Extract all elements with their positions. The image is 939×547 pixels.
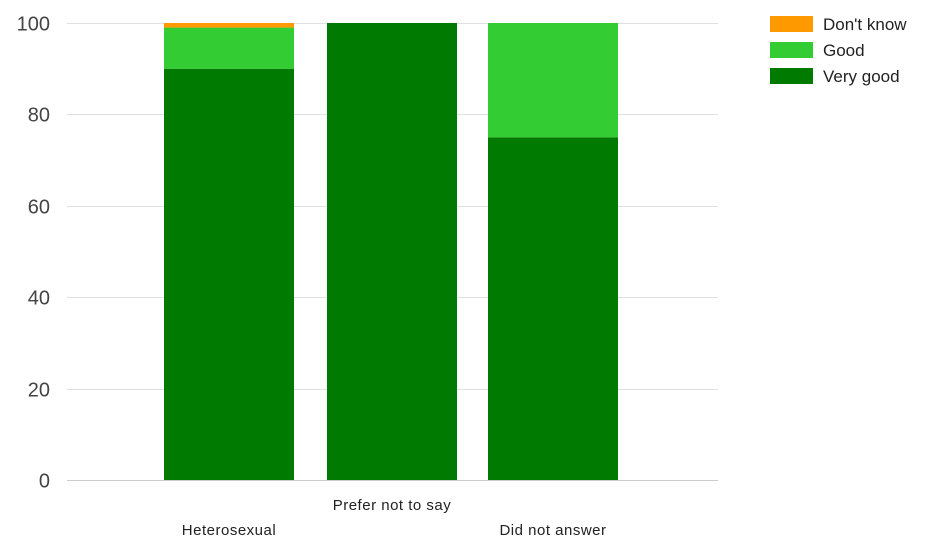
y-tick-label: 40 [28,288,50,310]
bar-heterosexual-don-t-know[interactable] [164,23,294,28]
legend-label-good[interactable]: Good [823,41,865,60]
y-tick-label: 100 [17,14,50,36]
legend-label-very-good[interactable]: Very good [823,67,900,86]
legend-swatch-good[interactable] [770,42,813,58]
y-tick-label: 20 [28,380,50,402]
bar-did-not-answer-good[interactable] [488,23,618,138]
bar-heterosexual-good[interactable] [164,27,294,69]
y-tick-label: 60 [28,197,50,219]
legend-swatch-don-t-know[interactable] [770,16,813,32]
y-tick-label: 80 [28,105,50,127]
legend: Don't know Good Very good [770,15,907,86]
bar-did-not-answer-very-good[interactable] [488,137,618,480]
bar-prefer-not-to-say-very-good[interactable] [327,23,457,480]
x-tick-label-prefer-not-to-say: Prefer not to say [333,497,452,514]
legend-label-don-t-know[interactable]: Don't know [823,15,907,34]
y-axis-tick-labels: 0 20 40 60 80 100 [17,14,50,493]
x-tick-label-heterosexual: Heterosexual [182,522,276,539]
x-tick-label-did-not-answer: Did not answer [499,522,606,539]
legend-swatch-very-good[interactable] [770,68,813,84]
x-axis-tick-labels: Heterosexual Prefer not to say Did not ans… [182,497,606,539]
bars [164,23,618,480]
y-tick-label: 0 [39,471,50,493]
bar-heterosexual-very-good[interactable] [164,68,294,480]
